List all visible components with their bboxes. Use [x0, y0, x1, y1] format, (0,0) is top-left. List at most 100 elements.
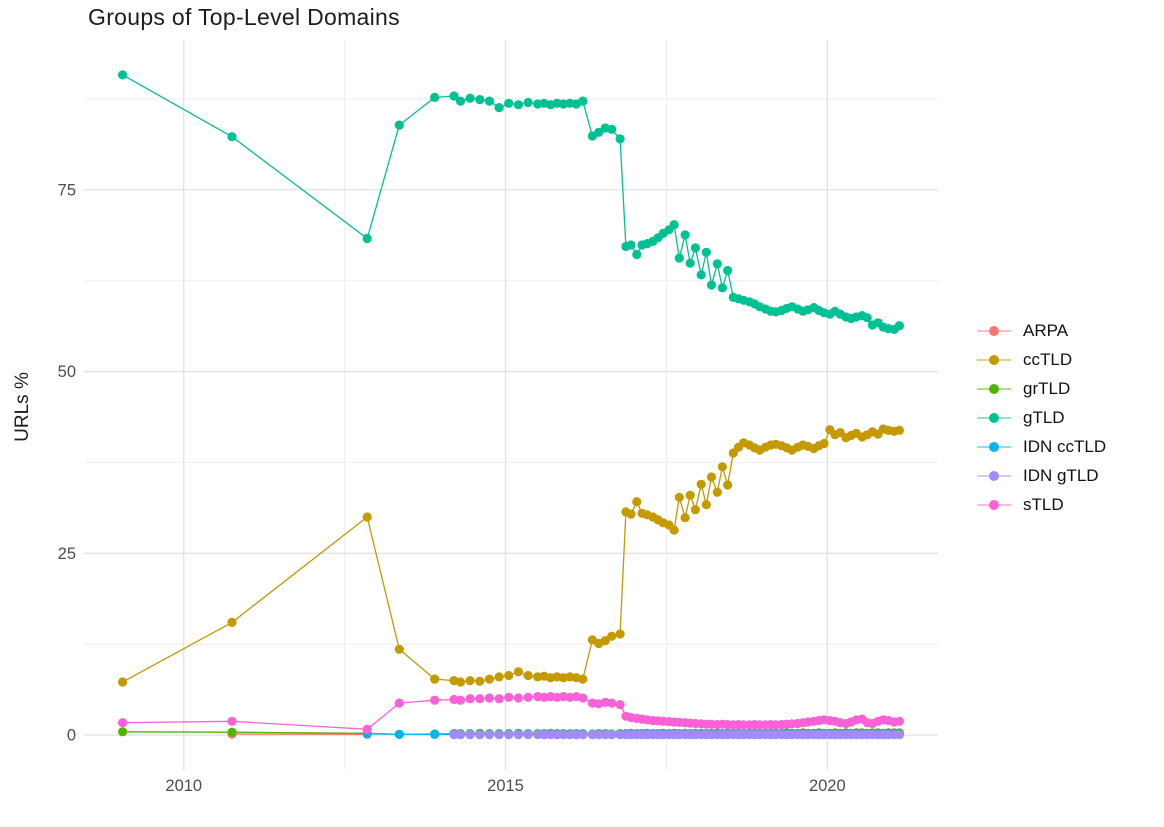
data-point [594, 730, 604, 740]
data-point [565, 730, 575, 740]
data-point [571, 730, 581, 740]
legend-key-gtld-icon [977, 413, 1011, 423]
data-point [615, 700, 625, 710]
data-point [504, 670, 514, 681]
data-point [607, 698, 617, 708]
y-tick-label: 0 [67, 727, 76, 745]
data-point [685, 490, 695, 500]
data-point [449, 91, 459, 101]
legend-item-stld: sTLD [977, 495, 1106, 514]
data-point [615, 629, 625, 639]
data-point [513, 730, 524, 740]
legend-key-arpa-icon [977, 326, 1011, 336]
y-tick-label: 25 [58, 545, 76, 563]
series-cctld [118, 424, 905, 687]
data-point [494, 103, 504, 113]
legend-key-stld-icon [977, 500, 1011, 510]
data-point [701, 500, 711, 510]
legend-key-dot [989, 384, 999, 394]
legend-item-arpa: ARPA [977, 321, 1106, 340]
data-point [615, 134, 625, 144]
data-point [465, 694, 475, 704]
legend-label: ccTLD [1023, 350, 1073, 369]
data-point [723, 480, 733, 490]
legend-label: ARPA [1023, 321, 1069, 340]
legend: ARPA ccTLD grTLD gTLD IDN ccTLD IDN gTLD sTLD [977, 321, 1106, 514]
data-point [494, 694, 504, 704]
legend-label: grTLD [1023, 379, 1071, 398]
chart-title: Groups of Top-Level Domains [88, 4, 400, 30]
legend-key-idn-cctld-icon [977, 442, 1011, 452]
x-tick-label: 2020 [809, 777, 846, 795]
data-point [594, 127, 604, 137]
data-point [587, 730, 598, 740]
data-point [523, 692, 533, 702]
legend-key-dot [989, 471, 999, 481]
data-point [578, 730, 588, 740]
data-point [607, 730, 617, 740]
data-point [118, 70, 128, 80]
legend-key-dot [989, 500, 999, 510]
data-point [626, 509, 636, 519]
data-point [494, 672, 504, 682]
data-point [680, 513, 690, 523]
data-point [465, 93, 475, 103]
data-point [717, 283, 728, 293]
data-point [523, 730, 533, 740]
data-point [690, 505, 701, 515]
data-point [227, 617, 237, 628]
y-tick-label: 50 [58, 363, 76, 381]
data-point [578, 693, 588, 703]
data-point [523, 97, 533, 108]
data-point [475, 730, 485, 740]
data-point [685, 258, 695, 268]
legend-item-idn-gtld: IDN gTLD [977, 466, 1106, 485]
data-point [578, 674, 588, 684]
legend-label: sTLD [1023, 495, 1064, 514]
data-point [546, 730, 556, 740]
data-point [455, 96, 466, 106]
data-point [894, 425, 905, 435]
series-gtld [118, 70, 905, 334]
series-arpa [227, 729, 372, 740]
data-point [475, 676, 485, 686]
series-line [122, 74, 900, 331]
data-point [362, 233, 372, 244]
data-point [607, 631, 617, 641]
data-point [118, 727, 128, 737]
data-point [706, 280, 717, 290]
legend-key-dot [989, 355, 999, 365]
data-point [552, 730, 562, 740]
x-tick-label: 2015 [487, 777, 524, 795]
data-point [504, 692, 514, 702]
data-point [118, 718, 128, 728]
series-stld [118, 692, 905, 734]
data-point [513, 667, 524, 677]
data-point [674, 492, 684, 502]
data-point [717, 462, 728, 472]
data-point [626, 240, 636, 250]
data-point [894, 321, 905, 331]
data-point [394, 698, 404, 708]
data-point [607, 124, 617, 134]
data-point [513, 100, 524, 110]
data-point [475, 95, 485, 105]
data-point [494, 730, 504, 740]
data-point [578, 96, 588, 106]
data-point [227, 132, 237, 142]
data-point [504, 98, 514, 108]
data-point [362, 724, 372, 734]
data-point [690, 243, 701, 253]
data-point [465, 730, 475, 740]
data-point [669, 525, 679, 535]
data-point [362, 512, 372, 522]
legend-item-idn-cctld: IDN ccTLD [977, 437, 1106, 456]
data-point [118, 677, 128, 687]
legend-key-dot [989, 413, 999, 423]
data-point [696, 270, 706, 280]
data-point [227, 727, 237, 737]
data-point [701, 247, 711, 257]
y-tick-label: 75 [58, 181, 76, 199]
legend-item-cctld: ccTLD [977, 350, 1106, 369]
data-point [723, 265, 733, 276]
